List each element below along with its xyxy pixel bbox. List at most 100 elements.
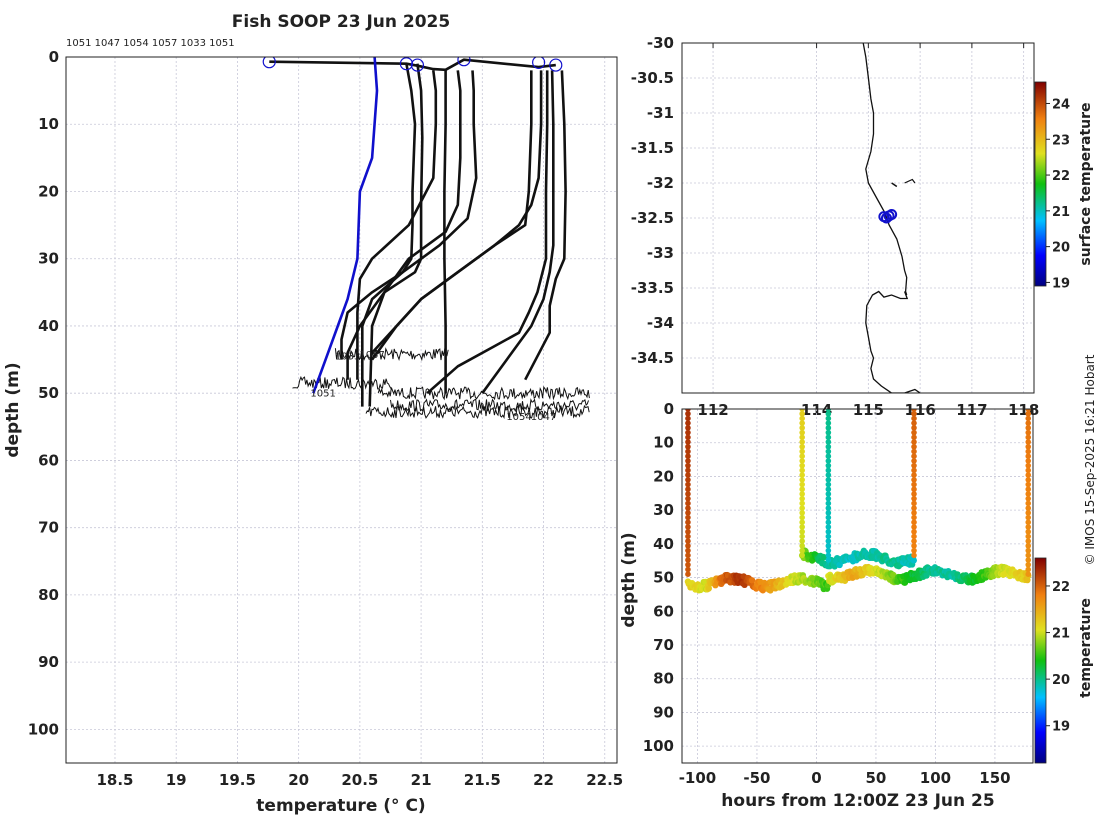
cast-point <box>799 533 805 540</box>
profile-line-p11 <box>481 70 555 394</box>
cast-point <box>911 477 917 483</box>
profiles-y-tick-label: 70 <box>38 519 59 537</box>
cast-point <box>825 547 832 554</box>
depth-time-panel: -100 -50 0 50 100 150 0 10 20 30 40 50 60 70 80 90 100 h… <box>619 400 1094 811</box>
cast-point <box>911 472 917 478</box>
cast-point <box>825 519 832 526</box>
profiles-x-tick-label: 21.5 <box>464 771 501 789</box>
cast-point <box>1025 491 1032 497</box>
cast-point <box>911 415 917 422</box>
cast-point <box>1025 481 1032 488</box>
surface-colorbar-tick-label: 19 <box>1052 276 1070 291</box>
cast-point <box>1025 425 1032 431</box>
cast-point <box>1025 543 1032 549</box>
profiles-y-tick-label: 90 <box>38 653 59 671</box>
cast-point <box>911 429 917 436</box>
profiles-y-tick-label: 0 <box>49 48 59 66</box>
cast-point <box>825 420 832 426</box>
cast-point <box>911 491 917 497</box>
cast-point <box>825 429 832 436</box>
cast-point <box>1025 495 1032 502</box>
profile-line-p12 <box>524 70 567 381</box>
profiles-y-axis-label: depth (m) <box>3 362 23 457</box>
map-lat-tick-label: -31 <box>647 104 674 122</box>
profile-line-p4 <box>356 70 438 380</box>
cast-point <box>825 495 832 502</box>
cast-point <box>825 439 832 445</box>
cast-point <box>685 524 691 530</box>
cast-point <box>825 543 832 549</box>
map-lat-tick-label: -33 <box>647 244 674 262</box>
depth-time-y-tick-label: 80 <box>653 670 674 688</box>
cast-point <box>799 443 805 450</box>
cast-point <box>911 524 917 530</box>
cast-point <box>1025 561 1032 568</box>
profile-line-p10 <box>426 70 549 395</box>
depth-time-y-tick-label: 40 <box>653 535 674 553</box>
cast-point <box>1025 409 1032 412</box>
cast-point <box>799 472 805 478</box>
profile-id-annotation: 1054 <box>506 412 531 423</box>
temperature-colorbar-tick-label: 20 <box>1052 673 1070 688</box>
cast-point <box>685 434 691 441</box>
map-lat-tick-label: -32 <box>647 174 674 192</box>
bottom-band-point <box>705 585 712 592</box>
profiles-y-tick-label: 100 <box>28 720 59 738</box>
cast-point <box>911 552 917 559</box>
profiles-x-tick-label: 20 <box>288 771 309 789</box>
temperature-colorbar <box>1034 557 1047 764</box>
cast-point <box>799 477 805 483</box>
surface-colorbar-tick-label: 21 <box>1052 205 1070 220</box>
cast-point <box>911 510 917 516</box>
cast-point <box>825 528 832 535</box>
cast-point <box>825 415 832 422</box>
depth-time-y-tick-label: 90 <box>653 703 674 721</box>
cast-point <box>1025 458 1032 464</box>
cast-point <box>799 519 805 526</box>
cast-point <box>911 486 917 493</box>
cast-point <box>825 453 832 460</box>
cast-point <box>1025 547 1032 554</box>
coastline-island <box>891 182 898 188</box>
cast-point <box>685 467 691 474</box>
cast-point <box>911 519 917 526</box>
cast-point <box>911 533 917 540</box>
profile-id-header: 1051 1047 1054 1057 1033 1051 <box>66 38 235 49</box>
cast-point <box>685 528 691 535</box>
profiles-y-tick-label: 30 <box>38 250 59 268</box>
cast-point <box>685 543 691 549</box>
profile-surface-marker <box>457 57 471 67</box>
cast-point <box>911 409 917 412</box>
cast-point <box>799 500 805 507</box>
cast-point <box>799 543 805 549</box>
profiles-frame <box>65 56 618 764</box>
map-lat-tick-label: -32.5 <box>631 209 674 227</box>
cast-point <box>1025 486 1032 493</box>
cast-point <box>685 415 691 422</box>
cast-point <box>825 425 832 431</box>
cast-point <box>911 443 917 450</box>
cast-point <box>1025 505 1032 511</box>
cast-point <box>825 467 832 474</box>
cast-point <box>799 462 805 469</box>
profile-line-p9 <box>371 70 543 361</box>
figure-title: Fish SOOP 23 Jun 2025 <box>232 12 450 32</box>
cast-point <box>799 491 805 497</box>
cast-point <box>911 481 917 488</box>
cast-point <box>685 566 691 573</box>
cast-point <box>825 491 832 497</box>
cast-point <box>685 458 691 464</box>
cast-point <box>799 510 805 516</box>
cast-point <box>685 409 691 412</box>
cast-point <box>825 410 832 417</box>
cast-point <box>799 547 805 554</box>
cast-point <box>685 472 691 478</box>
cast-point <box>685 420 691 426</box>
cast-point <box>685 571 691 577</box>
cast-point <box>911 434 917 441</box>
cast-point <box>825 500 832 507</box>
cast-point <box>911 448 917 455</box>
credit-text: © IMOS 15-Sep-2025 16:21 Hobart <box>1083 354 1097 565</box>
depth-time-y-tick-label: 20 <box>653 467 674 485</box>
